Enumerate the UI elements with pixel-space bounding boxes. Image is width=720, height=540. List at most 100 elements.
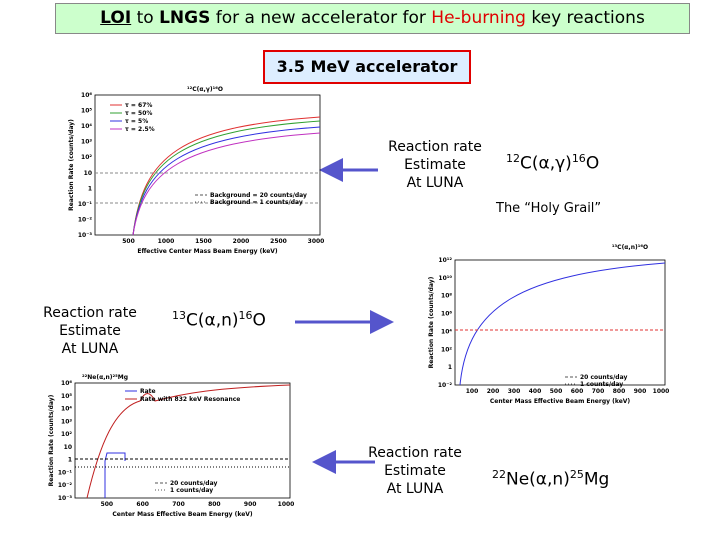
mass: 16 bbox=[571, 152, 586, 165]
y-axis-label: Reaction Rate (counts/day) bbox=[68, 119, 75, 211]
y-tick-label: 10⁸ bbox=[441, 293, 452, 300]
formula: Mg bbox=[583, 469, 610, 490]
y-tick-label: 10⁵ bbox=[61, 393, 72, 400]
y-tick-label: 10⁻² bbox=[58, 482, 73, 489]
legend-label: τ = 2.5% bbox=[125, 126, 155, 133]
plot: ²²Ne(α,n)²⁵Mg Center Mass Effective Beam … bbox=[48, 374, 295, 518]
plot-title: ¹²C(α,γ)¹⁶O bbox=[187, 86, 223, 93]
y-axis-label: Reaction Rate (counts/day) bbox=[48, 394, 55, 486]
frame bbox=[454, 259, 666, 386]
x-tick-label: 1000 bbox=[653, 388, 670, 395]
legend-label: 1 counts/day bbox=[580, 381, 623, 388]
y-tick-label: 10⁴ bbox=[81, 123, 92, 130]
x-tick-label: 500 bbox=[101, 501, 114, 508]
mass: 13 bbox=[172, 309, 186, 322]
legend-label: τ = 5% bbox=[125, 118, 148, 125]
frame bbox=[94, 94, 321, 236]
x-axis-label: Effective Center Mass Beam Energy (keV) bbox=[137, 248, 278, 255]
x-tick-label: 700 bbox=[592, 388, 605, 395]
line: At LUNA bbox=[406, 175, 464, 191]
mass: 16 bbox=[238, 309, 253, 322]
mass: 25 bbox=[569, 468, 584, 481]
y-tick-label: 10⁻¹ bbox=[58, 469, 73, 476]
x-tick-label: 200 bbox=[487, 388, 500, 395]
y-tick-label: 10¹⁰ bbox=[438, 275, 452, 282]
y-tick-label: 10⁻¹ bbox=[78, 201, 93, 208]
formula: C(α,γ) bbox=[520, 153, 572, 174]
y-tick-label: 10¹² bbox=[438, 257, 452, 264]
x-tick-label: 500 bbox=[122, 238, 135, 245]
y-tick-label: 10³ bbox=[61, 418, 72, 425]
y-tick-label: 10⁴ bbox=[61, 406, 72, 413]
mass: 12 bbox=[506, 152, 520, 165]
line: Estimate bbox=[404, 157, 466, 173]
estimate-text: Reaction rate Estimate At LUNA bbox=[25, 304, 155, 358]
x-tick-label: 900 bbox=[244, 501, 257, 508]
y-tick-label: 1 bbox=[88, 185, 92, 192]
y-tick-label: 10⁵ bbox=[81, 108, 92, 115]
formula: O bbox=[252, 310, 266, 331]
subtitle-box: 3.5 MeV accelerator bbox=[263, 50, 471, 84]
formula: O bbox=[585, 153, 600, 174]
plot-title: ²²Ne(α,n)²⁵Mg bbox=[82, 374, 128, 381]
y-tick-label: 10² bbox=[441, 346, 452, 353]
line: Reaction rate bbox=[43, 305, 137, 321]
curve bbox=[86, 384, 291, 499]
y-tick-label: 10² bbox=[61, 431, 72, 438]
x-tick-label: 1500 bbox=[195, 238, 212, 245]
legend-label: 20 counts/day bbox=[580, 374, 627, 381]
x-tick-label: 600 bbox=[136, 501, 149, 508]
legend-label: Background = 20 counts/day bbox=[210, 192, 307, 199]
x-tick-label: 3000 bbox=[308, 238, 325, 245]
legend-label: 20 counts/day bbox=[170, 480, 217, 487]
plot-title: ¹³C(α,n)¹⁶O bbox=[612, 244, 648, 251]
plot: ¹²C(α,γ)¹⁶O Effective Center Mass Beam En… bbox=[68, 86, 325, 255]
x-tick-label: 700 bbox=[172, 501, 185, 508]
y-tick-label: 10⁻³ bbox=[78, 232, 93, 239]
x-tick-label: 500 bbox=[550, 388, 563, 395]
line: Estimate bbox=[59, 323, 121, 339]
reaction: 22Ne(α,n)25Mg bbox=[492, 468, 609, 490]
legend-label: Rate bbox=[140, 388, 156, 395]
plot: ¹³C(α,n)¹⁶O Center Mass Effective Beam En… bbox=[428, 244, 670, 405]
x-tick-label: 800 bbox=[613, 388, 626, 395]
y-tick-label: 10⁻² bbox=[438, 382, 453, 389]
y-tick-label: 10 bbox=[64, 444, 72, 451]
line: At LUNA bbox=[386, 481, 444, 497]
title-part: LOI bbox=[100, 8, 132, 28]
x-tick-label: 1000 bbox=[278, 501, 295, 508]
y-tick-label: 1 bbox=[68, 457, 72, 464]
x-tick-label: 900 bbox=[634, 388, 647, 395]
frame bbox=[74, 382, 291, 499]
title-part: key reactions bbox=[525, 8, 645, 28]
y-tick-label: 10⁶ bbox=[81, 92, 92, 99]
reaction: 12C(α,γ)16O bbox=[506, 152, 599, 174]
title-part: to bbox=[131, 8, 160, 28]
line: Estimate bbox=[384, 463, 446, 479]
formula: Ne(α,n) bbox=[506, 469, 570, 490]
curve bbox=[132, 126, 321, 236]
title-part: for a new accelerator for bbox=[210, 8, 432, 28]
curve bbox=[104, 452, 126, 498]
legend-label: τ = 50% bbox=[125, 110, 152, 117]
y-tick-label: 10³ bbox=[81, 139, 92, 146]
line: Reaction rate bbox=[388, 139, 482, 155]
legend-label: τ = 67% bbox=[125, 102, 152, 109]
line: Reaction rate bbox=[368, 445, 462, 461]
curve bbox=[132, 120, 321, 236]
y-tick-label: 10⁻³ bbox=[58, 495, 73, 502]
y-axis-label: Reaction Rate (counts/day) bbox=[428, 276, 435, 368]
note: The “Holy Grail” bbox=[496, 201, 602, 216]
x-tick-label: 400 bbox=[529, 388, 542, 395]
y-tick-label: 10⁶ bbox=[441, 311, 452, 318]
legend-label: 1 counts/day bbox=[170, 487, 213, 494]
x-axis-label: Center Mass Effective Beam Energy (keV) bbox=[112, 511, 253, 518]
curve bbox=[459, 262, 666, 386]
title-bar: LOI to LNGS for a new accelerator for He… bbox=[55, 3, 690, 34]
legend-label: Rate with 832 keV Resonance bbox=[140, 396, 240, 403]
formula: C(α,n) bbox=[186, 310, 239, 331]
x-tick-label: 800 bbox=[208, 501, 221, 508]
curve bbox=[132, 132, 321, 236]
title-part: He-burning bbox=[431, 8, 526, 28]
